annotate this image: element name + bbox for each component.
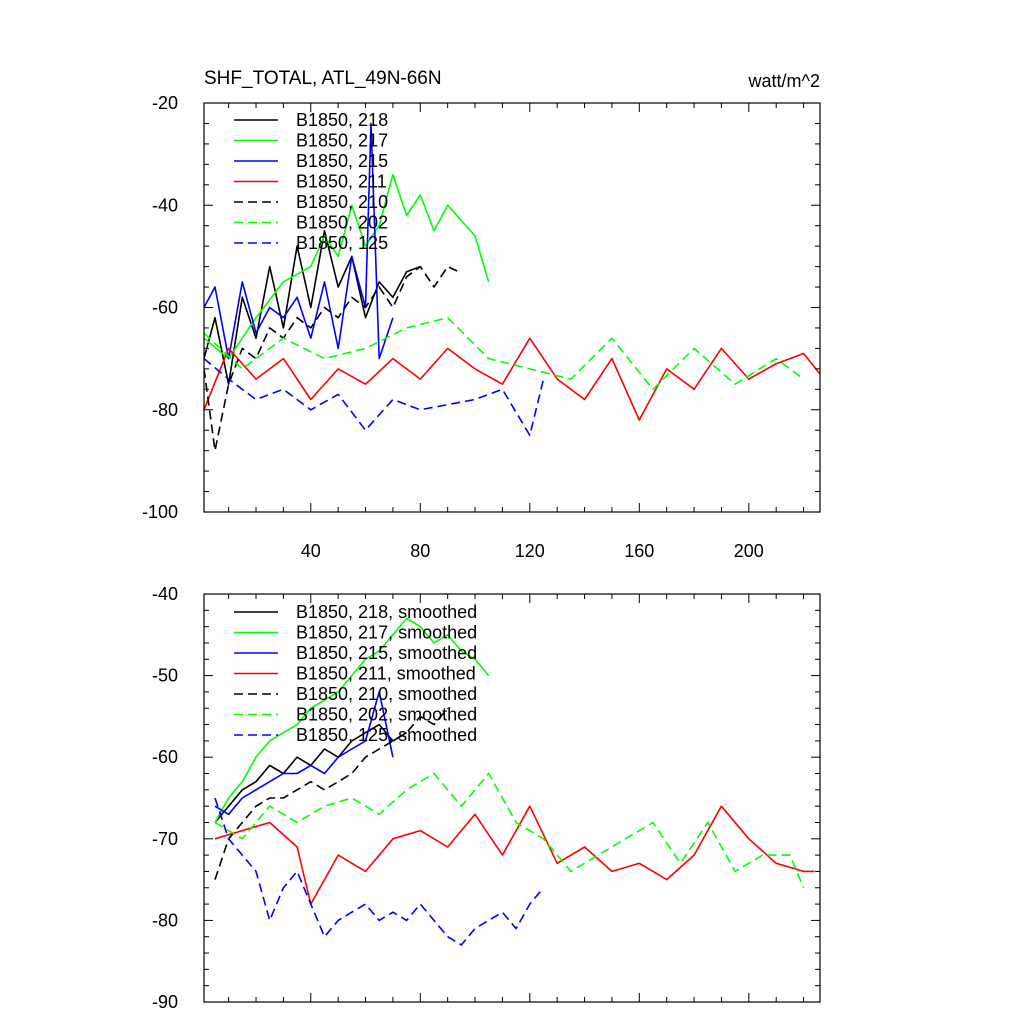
y-tick-label: -50: [152, 666, 178, 686]
series-line-4: [204, 337, 820, 421]
x-tick-label: 80: [410, 541, 430, 561]
series-line-5: [214, 707, 449, 880]
legend-label: B1850, 202, smoothed: [296, 705, 477, 725]
legend-label: B1850, 211, smoothed: [296, 664, 476, 684]
y-tick-label: -20: [152, 93, 178, 113]
legend-label: B1850, 215: [296, 151, 388, 171]
y-tick-label: -80: [152, 910, 178, 930]
series-line-2: [204, 173, 490, 360]
series-line-6: [214, 772, 805, 889]
legend-label: B1850, 211: [296, 172, 387, 192]
y-tick-label: -40: [152, 195, 178, 215]
legend-label: B1850, 210: [296, 192, 388, 212]
series-line-4: [214, 805, 815, 905]
series-line-6: [204, 316, 805, 391]
x-tick-label: 120: [515, 541, 545, 561]
chart-title: SHF_TOTAL, ATL_49N-66N: [204, 68, 442, 89]
y-tick-label: -80: [152, 400, 178, 420]
legend-label: B1850, 210, smoothed: [296, 684, 477, 704]
y-tick-label: -100: [142, 502, 178, 522]
x-tick-label: 200: [734, 541, 764, 561]
legend-label: B1850, 125: [296, 233, 388, 253]
legend-label: B1850, 218, smoothed: [296, 602, 477, 622]
series-line-5: [204, 265, 459, 452]
y-tick-label: -70: [152, 829, 178, 849]
y-tick-label: -60: [152, 747, 178, 767]
x-tick-label: 40: [301, 541, 321, 561]
series-group: [204, 122, 820, 452]
y-tick-label: -40: [152, 584, 178, 604]
series-line-3: [204, 122, 394, 360]
series-line-7: [214, 797, 545, 946]
y-tick-label: -60: [152, 298, 178, 318]
legend-label: B1850, 218: [296, 110, 388, 130]
legend-label: B1850, 215, smoothed: [296, 643, 477, 663]
series-line-7: [204, 357, 545, 437]
legend-label: B1850, 125, smoothed: [296, 725, 477, 745]
x-tick-label: 160: [624, 541, 654, 561]
series-group: [214, 617, 815, 946]
legend-label: B1850, 202: [296, 213, 388, 233]
legend-label: B1850, 217, smoothed: [296, 623, 477, 643]
series-line-2: [214, 617, 490, 823]
units-label: watt/m^2: [748, 71, 820, 91]
series-line-1: [204, 230, 421, 386]
series-line-3: [214, 691, 394, 816]
legend-label: B1850, 217: [296, 131, 388, 151]
plot-frame: [203, 593, 821, 1003]
y-tick-label: -90: [152, 992, 178, 1012]
